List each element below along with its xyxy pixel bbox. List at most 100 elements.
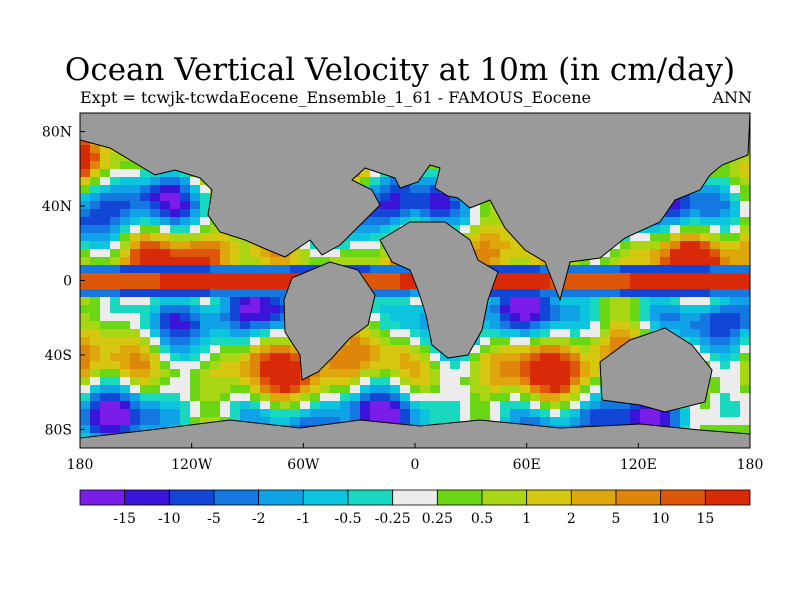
field-cell: [230, 345, 241, 354]
field-cell: [100, 185, 111, 194]
field-cell: [680, 225, 691, 234]
field-cell: [80, 289, 91, 298]
field-cell: [710, 201, 721, 210]
field-cell: [180, 225, 191, 234]
field-cell: [120, 193, 131, 202]
field-cell: [720, 249, 731, 258]
field-cell: [740, 361, 750, 370]
field-cell: [650, 265, 661, 274]
field-cell: [180, 241, 191, 250]
field-cell: [90, 345, 101, 354]
field-cell: [240, 385, 251, 394]
field-cell: [500, 249, 511, 258]
x-axis-ticks: 180 120W 60W 0 60E 120E 180: [67, 443, 763, 473]
field-cell: [360, 393, 371, 402]
field-cell: [120, 329, 131, 338]
field-cell: [150, 369, 161, 378]
field-cell: [410, 377, 421, 386]
field-cell: [530, 369, 541, 378]
field-cell: [180, 281, 191, 290]
field-cell: [260, 289, 271, 298]
colorbar-box: [168, 489, 215, 506]
field-cell: [230, 377, 241, 386]
field-cell: [300, 249, 311, 258]
field-cell: [400, 385, 411, 394]
field-cell: [460, 217, 471, 226]
field-cell: [360, 337, 371, 346]
field-cell: [700, 401, 711, 410]
field-cell: [220, 321, 231, 330]
field-cell: [560, 281, 571, 290]
field-cell: [740, 177, 750, 186]
field-cell: [240, 345, 251, 354]
field-cell: [210, 265, 221, 274]
field-cell: [100, 385, 111, 394]
field-cell: [140, 305, 151, 314]
field-cell: [370, 297, 381, 306]
field-cell: [470, 233, 481, 242]
field-cell: [200, 193, 211, 202]
colorbar-box: [79, 489, 126, 506]
field-cell: [280, 281, 291, 290]
field-cell: [300, 241, 311, 250]
field-cell: [100, 313, 111, 322]
field-cell: [690, 401, 701, 410]
field-cell: [200, 337, 211, 346]
field-cell: [160, 185, 171, 194]
field-cell: [180, 417, 191, 426]
field-cell: [640, 321, 651, 330]
field-cell: [170, 273, 181, 282]
field-cell: [170, 337, 181, 346]
field-cell: [370, 177, 381, 186]
field-cell: [720, 257, 731, 266]
field-cell: [390, 273, 401, 282]
field-cell: [100, 281, 111, 290]
field-cell: [110, 225, 121, 234]
field-cell: [220, 353, 231, 362]
field-cell: [200, 273, 211, 282]
field-cell: [670, 217, 681, 226]
colorbar-label: -15: [113, 511, 136, 527]
field-cell: [350, 353, 361, 362]
field-cell: [130, 393, 141, 402]
field-cell: [670, 329, 681, 338]
field-cell: [270, 281, 281, 290]
field-cell: [610, 337, 621, 346]
land-antarctica: [80, 419, 750, 448]
field-cell: [180, 193, 191, 202]
field-cell: [440, 377, 451, 386]
field-cell: [720, 241, 731, 250]
field-cell: [180, 201, 191, 210]
field-cell: [80, 249, 91, 258]
field-cell: [500, 393, 511, 402]
field-cell: [720, 273, 731, 282]
field-cell: [680, 297, 691, 306]
field-cell: [80, 345, 91, 354]
field-cell: [350, 337, 361, 346]
field-cell: [530, 377, 541, 386]
field-cell: [200, 233, 211, 242]
field-cell: [600, 417, 611, 426]
field-cell: [390, 225, 401, 234]
field-cell: [110, 353, 121, 362]
field-cell: [600, 353, 611, 362]
field-cell: [160, 241, 171, 250]
field-cell: [560, 353, 571, 362]
field-cell: [720, 201, 731, 210]
field-cell: [120, 281, 131, 290]
field-cell: [680, 273, 691, 282]
field-cell: [80, 233, 91, 242]
field-cell: [80, 377, 91, 386]
field-cell: [530, 297, 541, 306]
field-cell: [690, 257, 701, 266]
field-cell: [320, 393, 331, 402]
field-cell: [130, 177, 141, 186]
field-cell: [570, 273, 581, 282]
field-cell: [130, 425, 141, 434]
field-cell: [460, 225, 471, 234]
field-cell: [610, 345, 621, 354]
field-cell: [430, 345, 441, 354]
field-cell: [190, 177, 201, 186]
land-australia: [599, 327, 713, 413]
field-cell: [240, 289, 251, 298]
